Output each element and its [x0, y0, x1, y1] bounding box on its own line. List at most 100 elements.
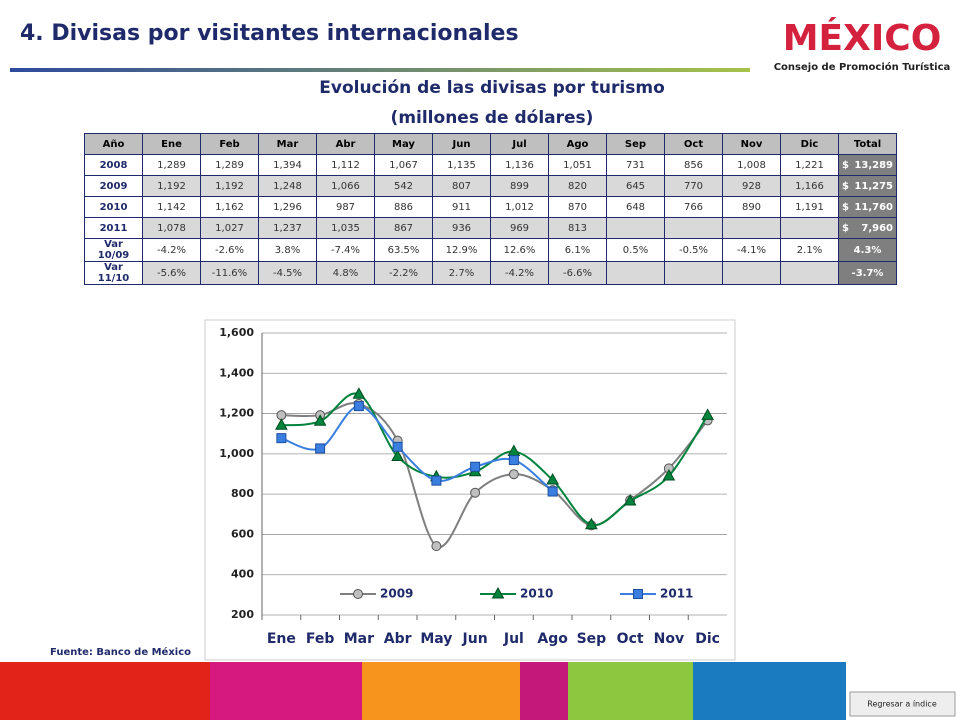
- cell: 1,066: [316, 175, 375, 197]
- cell: -7.4%: [316, 238, 375, 262]
- legend-entry: 2009: [340, 587, 413, 601]
- footer-block: [210, 662, 362, 720]
- currency: $: [842, 180, 849, 192]
- cell: -4.2%: [490, 261, 549, 285]
- cell: 2.1%: [780, 238, 839, 262]
- cell: 1,112: [316, 154, 375, 176]
- cell: 987: [316, 196, 375, 218]
- point: [392, 441, 403, 452]
- cell: 1,078: [142, 217, 201, 239]
- cell: 886: [374, 196, 433, 218]
- cell: -6.6%: [548, 261, 607, 285]
- table-row: Año Ene Feb Mar Abr May Jun Jul Ago Sep Oct Nov Dic T…: [84, 133, 897, 155]
- cell: 1,008: [722, 154, 781, 176]
- column-header: Jun: [432, 133, 491, 155]
- cell: 807: [432, 175, 491, 197]
- column-header: May: [374, 133, 433, 155]
- legend-entry: 2011: [620, 587, 693, 601]
- point: [276, 433, 287, 444]
- cell: [664, 217, 723, 239]
- slide-title: 4. Divisas por visitantes internacionale…: [20, 21, 519, 46]
- legend-entry: 2010: [480, 587, 553, 601]
- row-label: 2011: [84, 217, 143, 239]
- point: [353, 401, 364, 412]
- button-label[interactable]: Regresar a índice: [867, 700, 937, 709]
- cell: 856: [664, 154, 723, 176]
- legend-label: 2011: [660, 587, 693, 601]
- cell: [606, 217, 665, 239]
- cell: 870: [548, 196, 607, 218]
- row-label: Var 10/09: [84, 238, 143, 262]
- footer-block: [520, 662, 568, 720]
- point: [431, 475, 442, 486]
- cell: [664, 261, 723, 285]
- legend-label: 2009: [380, 587, 413, 601]
- cell: 1,135: [432, 154, 491, 176]
- total: 13,289: [854, 159, 893, 171]
- point: [547, 486, 558, 497]
- x-tick-label: Mar: [344, 631, 374, 647]
- legend-label: 2010: [520, 587, 553, 601]
- point: [431, 541, 442, 552]
- cell: 1,192: [142, 175, 201, 197]
- total: 11,760: [854, 201, 893, 213]
- cell: 12.9%: [432, 238, 491, 262]
- cell: 766: [664, 196, 723, 218]
- x-tick-label: Sep: [577, 631, 607, 647]
- currency: $: [842, 222, 849, 234]
- x-tick-label: Oct: [617, 631, 644, 647]
- column-header: Ago: [548, 133, 607, 155]
- column-header: Dic: [780, 133, 839, 155]
- point: [313, 414, 327, 426]
- currency: $: [842, 159, 849, 171]
- cell: 648: [606, 196, 665, 218]
- x-tick-label: Ago: [537, 631, 568, 647]
- cell: 899: [490, 175, 549, 197]
- cell: 1,296: [258, 196, 317, 218]
- cell: -11.6%: [200, 261, 259, 285]
- column-header: Jul: [490, 133, 549, 155]
- cell: 6.1%: [548, 238, 607, 262]
- cell: 1,289: [200, 154, 259, 176]
- cell: 820: [548, 175, 607, 197]
- cell: 911: [432, 196, 491, 218]
- total-cell: $13,289: [838, 154, 897, 176]
- cell: 1,067: [374, 154, 433, 176]
- point: [508, 455, 519, 466]
- table-subtitle: (millones de dólares): [391, 108, 594, 128]
- point: [662, 468, 676, 481]
- cell: 928: [722, 175, 781, 197]
- back-button[interactable]: Regresar a índice: [849, 691, 956, 717]
- column-header: Total: [838, 133, 897, 155]
- column-header: Mar: [258, 133, 317, 155]
- button-bg[interactable]: [849, 691, 956, 717]
- cell: 1,051: [548, 154, 607, 176]
- cell: -4.5%: [258, 261, 317, 285]
- y-tick-label: 1,200: [219, 407, 254, 420]
- cell: [780, 217, 839, 239]
- table-row: 2008 1,289 1,289 1,394 1,112 1,067 1,135 1,136 1…: [84, 154, 897, 176]
- column-header: Abr: [316, 133, 375, 155]
- logo-subtitle: Consejo de Promoción Turística: [774, 61, 951, 73]
- total-cell: $11,275: [838, 175, 897, 197]
- cell: 1,142: [142, 196, 201, 218]
- point: [275, 418, 288, 430]
- data-table: Año Ene Feb Mar Abr May Jun Jul Ago Sep Oct Nov Dic T…: [84, 133, 897, 285]
- cell: 12.6%: [490, 238, 549, 262]
- x-tick-label: Abr: [384, 631, 412, 647]
- cell: 1,027: [200, 217, 259, 239]
- y-tick-label: 400: [231, 568, 254, 581]
- row-label: Var 11/10: [84, 261, 143, 285]
- cell: 63.5%: [374, 238, 433, 262]
- point: [470, 487, 481, 498]
- footer-block: [568, 662, 693, 720]
- cell: 0.5%: [606, 238, 665, 262]
- total-cell: $11,760: [838, 196, 897, 218]
- table-row: 2009 1,192 1,192 1,248 1,066 542 807 899 820 645 7…: [84, 175, 897, 197]
- point: [546, 473, 559, 485]
- chart-frame: [204, 319, 736, 661]
- cell: 1,035: [316, 217, 375, 239]
- cell: [722, 217, 781, 239]
- currency: $: [842, 201, 849, 213]
